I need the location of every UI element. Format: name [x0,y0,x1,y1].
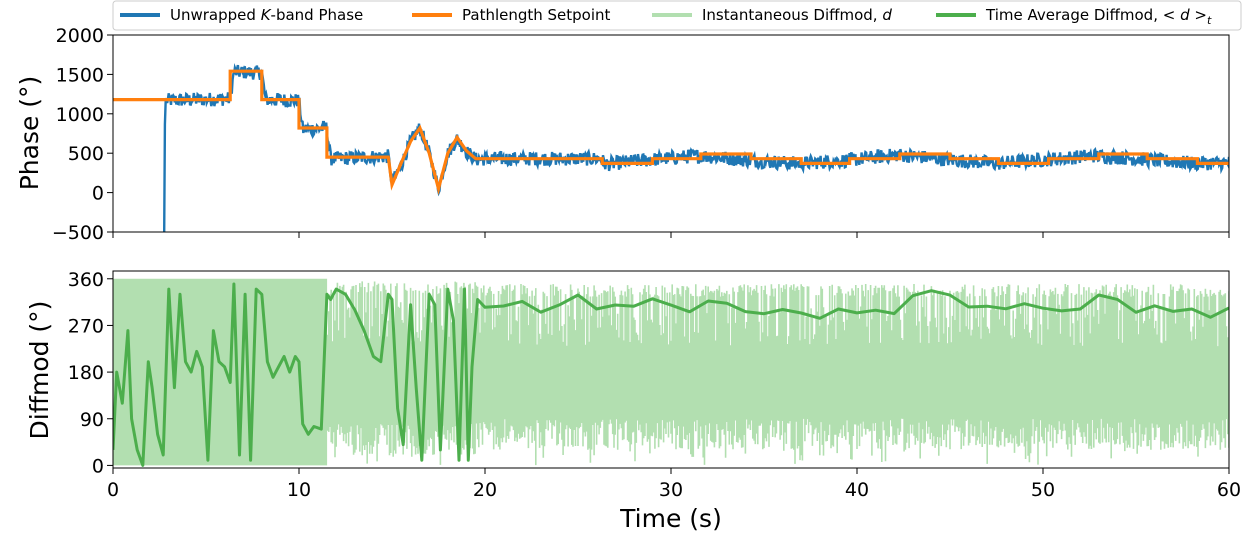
diffmod-y-tick-label: 0 [92,455,104,477]
legend: Unwrapped K-band Phase Pathlength Setpoi… [112,0,1242,31]
x-tick-label: 20 [473,479,497,501]
series-instantaneous-diffmod [113,278,1229,466]
legend-entry-average: Time Average Diffmod, < d >t [936,6,1212,27]
phase-y-tick-label: −500 [52,222,104,244]
diffmod-y-tick-label: 360 [68,269,104,291]
legend-entry-instantaneous: Instantaneous Diffmod, d [652,6,892,24]
phase-y-tick-label: 1000 [56,104,104,126]
legend-label-setpoint: Pathlength Setpoint [462,6,611,24]
phase-y-axis-label: Phase (°) [15,76,44,191]
phase-axes-frame [112,34,1230,233]
x-tick-label: 50 [1031,479,1055,501]
x-tick-label: 10 [287,479,311,501]
diffmod-x-ticks: 0 10 20 30 40 50 60 [107,468,1241,501]
diffmod-y-axis-label: Diffmod (°) [25,301,54,440]
series-unwrapped-phase-line [163,62,1229,232]
phase-y-tick-label: 0 [92,183,104,205]
diffmod-y-tick-label: 90 [80,409,104,431]
x-axis-label: Time (s) [619,504,722,533]
legend-label-average: Time Average Diffmod, < d >t [985,6,1212,27]
x-tick-label: 40 [845,479,869,501]
legend-entry-setpoint: Pathlength Setpoint [412,6,611,24]
x-tick-label: 0 [107,479,119,501]
x-tick-label: 60 [1217,479,1241,501]
x-tick-label: 30 [659,479,683,501]
phase-y-tick-label: 2000 [56,25,104,47]
legend-label-phase: Unwrapped K-band Phase [170,6,363,24]
legend-label-instantaneous: Instantaneous Diffmod, d [702,6,892,24]
diffmod-y-tick-label: 180 [68,362,104,384]
phase-panel: −500 0 500 1000 1500 2000 Phase (°) [15,25,1230,244]
phase-plot-area [113,62,1229,232]
phase-y-tick-label: 500 [68,143,104,165]
phase-x-ticks [112,232,1230,238]
diffmod-y-ticks: 0 90 180 270 360 [68,269,113,477]
diffmod-panel: 0 90 180 270 360 0 10 20 30 40 50 60 Diffmod (°) T… [25,269,1241,533]
diffmod-y-tick-label: 270 [68,315,104,337]
diffmod-plot-area [113,278,1229,467]
legend-entry-phase: Unwrapped K-band Phase [120,6,363,24]
series-time-average-diffmod-line [113,282,1229,467]
phase-y-tick-label: 1500 [56,64,104,86]
phase-y-ticks: −500 0 500 1000 1500 2000 [52,25,113,244]
series-pathlength-setpoint-line [113,69,1229,196]
